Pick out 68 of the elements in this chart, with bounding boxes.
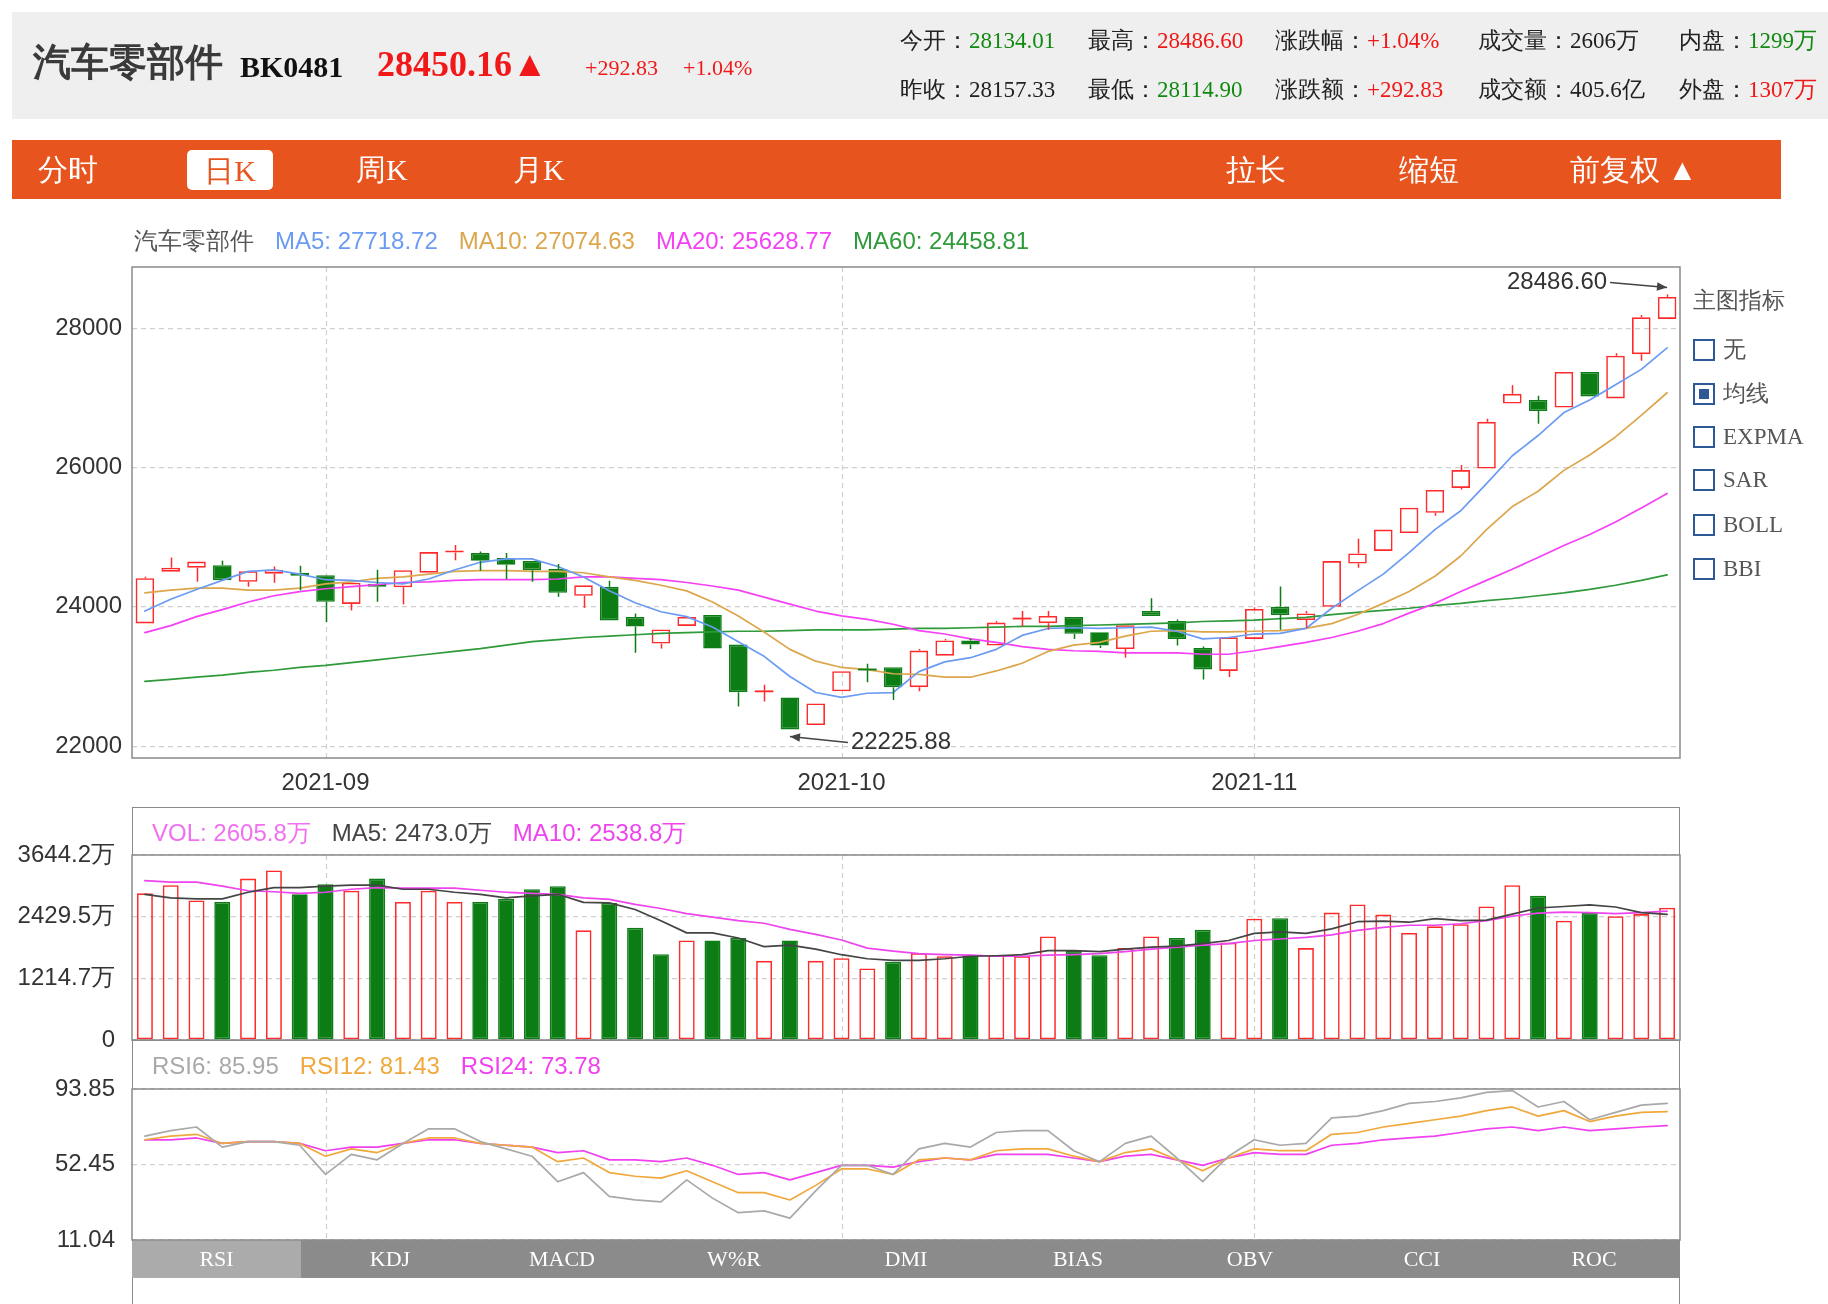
- x-tick-label: 2021-10: [797, 768, 886, 796]
- text: 28450.16▲: [377, 42, 548, 86]
- y-tick-label: 28000: [55, 312, 122, 340]
- text: VOL: 2605.8万: [152, 818, 311, 846]
- text: 昨收：28157.33: [900, 77, 1056, 102]
- series-label: MA10: 2538.8万: [512, 818, 687, 846]
- candlestick: [780, 697, 800, 730]
- checkbox[interactable]: [1693, 339, 1715, 361]
- annotation: 22225.88: [850, 727, 952, 755]
- selected-tab[interactable]: 日K: [187, 150, 273, 190]
- y-tick-label: 93.85: [54, 1073, 115, 1101]
- y-tick-label: 2429.5万: [17, 901, 115, 929]
- text: 主图指标: [1693, 287, 1785, 316]
- text: 周K: [356, 151, 408, 188]
- text: BK0481: [240, 48, 344, 85]
- text: 前复权 ▲: [1570, 151, 1698, 188]
- y-tick-label: 26000: [55, 452, 122, 480]
- annotation: 28486.60: [1507, 267, 1608, 295]
- candlestick: [1270, 585, 1290, 631]
- checkbox[interactable]: [1693, 514, 1715, 536]
- text: BOLL: [1723, 511, 1784, 540]
- text: 最低：28114.90: [1088, 77, 1243, 102]
- checkbox[interactable]: [1693, 426, 1715, 448]
- candlestick: [625, 612, 645, 654]
- text: 汽车零部件: [33, 40, 223, 86]
- text: RSI24: 73.78: [460, 1051, 601, 1079]
- text: 成交量：2606万: [1478, 28, 1639, 53]
- x-tick-label: 2021-09: [281, 768, 370, 796]
- text: 拉长: [1226, 151, 1286, 188]
- indicator-tab-bar: RSI KDJ MACD W%R DMI BIAS OBV CCI ROC: [132, 1240, 1680, 1278]
- text: 月K: [513, 151, 565, 188]
- text: 今开：28134.01: [900, 28, 1056, 53]
- text: +1.04%: [683, 53, 753, 82]
- checkbox[interactable]: [1693, 469, 1715, 491]
- y-tick-label: 1214.7万: [17, 962, 115, 990]
- checkbox[interactable]: [1693, 558, 1715, 580]
- x-tick-label: 2021-11: [1211, 768, 1298, 796]
- text: 涨跌额：+292.83: [1275, 77, 1444, 102]
- y-tick-label: 22000: [55, 730, 122, 758]
- text: 最高：28486.60: [1088, 28, 1244, 53]
- candlestick: [1580, 371, 1599, 397]
- text: +292.83: [585, 53, 658, 82]
- text: MA20: 25628.77: [655, 226, 833, 254]
- text: 成交额：405.6亿: [1478, 77, 1645, 102]
- selected-tab[interactable]: RSI: [132, 1240, 301, 1278]
- text: BBI: [1723, 555, 1762, 584]
- text: 内盘：1299万: [1679, 28, 1817, 53]
- y-tick-label: 52.45: [54, 1149, 115, 1177]
- y-tick-label: 11.04: [56, 1224, 115, 1252]
- text: EXPMA: [1723, 423, 1804, 452]
- text: 均线: [1723, 380, 1769, 409]
- text: 缩短: [1399, 151, 1459, 188]
- text: MA10: 27074.63: [458, 226, 635, 254]
- checked-checkbox[interactable]: [1693, 383, 1715, 405]
- y-tick-label: 24000: [55, 591, 122, 619]
- chart-title: 汽车零部件: [134, 226, 254, 254]
- series-label: MA5: 2473.0万: [331, 818, 492, 846]
- text: RSI6: 85.95: [152, 1051, 279, 1079]
- text: 涨跌幅：+1.04%: [1275, 28, 1440, 53]
- text: RSI12: 81.43: [299, 1051, 440, 1079]
- text: 分时: [38, 151, 98, 188]
- text: MA60: 24458.81: [853, 226, 1030, 254]
- text: 外盘：1307万: [1679, 77, 1817, 102]
- text: MA5: 27718.72: [275, 226, 438, 254]
- y-tick-label: 0: [101, 1024, 115, 1052]
- text: 无: [1723, 336, 1746, 365]
- text: SAR: [1723, 466, 1768, 495]
- y-tick-label: 3644.2万: [17, 839, 115, 867]
